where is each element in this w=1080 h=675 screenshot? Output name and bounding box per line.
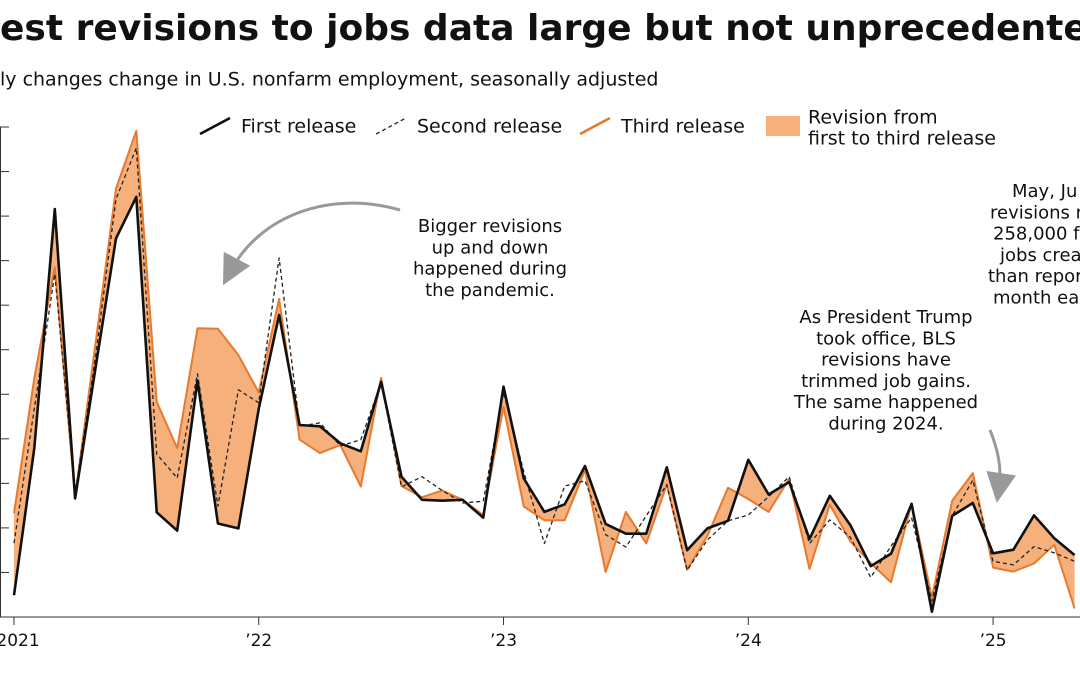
legend-swatch [766, 116, 800, 136]
legend-label: Third release [620, 116, 745, 138]
chart-subtitle: ly changes change in U.S. nonfarm employ… [0, 69, 658, 91]
annotation-arrow [986, 429, 1017, 503]
annotation: Bigger revisions [418, 216, 562, 237]
annotation: up and down [432, 237, 549, 258]
annotation: than repor [988, 266, 1080, 287]
annotation: revisions have [821, 350, 951, 371]
annotation: May, Ju [1012, 181, 1077, 202]
series-line [13, 130, 1076, 609]
x-tick-label: ’24 [735, 631, 762, 651]
annotation: 258,000 fe [993, 224, 1080, 245]
legend-swatch [199, 116, 231, 136]
annotation: month ea [993, 288, 1079, 309]
x-tick-label: ’25 [980, 631, 1007, 651]
annotation: As President Trump [799, 307, 972, 328]
annotation: The same happened [793, 392, 978, 413]
chart-title: est revisions to jobs data large but not… [0, 8, 1080, 49]
legend-label: Revision from [808, 107, 938, 129]
annotation: jobs crea [999, 245, 1080, 266]
x-tick-label: ’23 [490, 631, 517, 651]
annotation: trimmed job gains. [801, 371, 971, 392]
annotation: during 2024. [828, 414, 943, 435]
x-tick-label: ’22 [245, 631, 272, 651]
series-line [13, 147, 1075, 602]
annotation: the pandemic. [425, 280, 555, 301]
x-tick-label: 2021 [0, 631, 40, 651]
legend-swatch [375, 117, 407, 135]
legend-label: Second release [417, 116, 562, 138]
annotation: revisions r [990, 202, 1080, 223]
legend-swatch [579, 116, 611, 136]
series-line [12, 195, 1076, 613]
legend-label: First release [241, 116, 356, 138]
legend-label: first to third release [808, 128, 996, 150]
annotation: happened during [413, 259, 567, 280]
annotation-arrow [223, 201, 401, 286]
annotation: took office, BLS [816, 328, 956, 349]
